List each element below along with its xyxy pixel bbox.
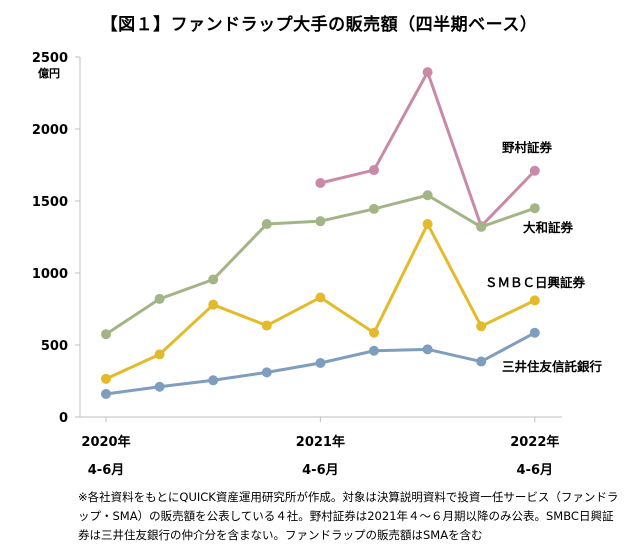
data-point — [101, 373, 111, 384]
x-tick-label-quarter: 4-6月 — [517, 463, 554, 478]
data-point — [369, 345, 379, 356]
y-tick-label: 500 — [41, 339, 68, 354]
y-tick-label: 0 — [59, 411, 68, 426]
data-point — [208, 375, 219, 386]
data-point — [369, 165, 379, 176]
data-point — [315, 178, 326, 188]
data-point — [529, 295, 540, 306]
data-point — [476, 221, 487, 232]
data-point — [261, 367, 272, 378]
series-line-1 — [105, 193, 536, 336]
x-tick-label-quarter: 4-6月 — [302, 463, 339, 478]
x-axis-labels: 2020年 4-6月 2021年 4-6月 2022年 4-6月 — [81, 434, 559, 478]
data-point — [422, 67, 433, 78]
x-tick-label-year: 2020年 — [81, 434, 130, 450]
y-tick-label: 1000 — [32, 267, 68, 282]
x-tick-label-quarter: 4-6月 — [88, 463, 125, 478]
series-label: 大和証券 — [523, 220, 574, 235]
series-lines — [105, 70, 536, 396]
data-point — [154, 349, 165, 360]
series-label: 野村証券 — [502, 140, 553, 155]
data-point — [208, 299, 219, 310]
x-tick-label-year: 2022年 — [510, 434, 559, 450]
data-point — [261, 320, 272, 331]
line-chart: 0 500 1000 1500 2000 2500 億円 2020年 4-6月 2021年 4-… — [32, 51, 603, 478]
data-point — [315, 358, 326, 368]
y-tick-label: 1500 — [32, 195, 68, 210]
data-point — [369, 327, 379, 338]
series-label: ＳＭＢＣ日興証券 — [485, 275, 586, 290]
y-tick-label: 2000 — [32, 123, 68, 138]
data-point — [422, 344, 433, 355]
x-tick-label-year: 2021年 — [296, 434, 345, 450]
data-point — [529, 327, 540, 338]
data-point — [101, 329, 111, 340]
chart-title: 【図１】ファンドラップ大手の販売額（四半期ベース） — [100, 15, 538, 35]
data-point — [476, 321, 487, 332]
data-point — [101, 388, 111, 399]
data-point — [529, 165, 540, 176]
y-tick-label: 2500 — [32, 51, 68, 66]
data-point — [369, 203, 379, 214]
series-points — [101, 67, 540, 399]
data-point — [422, 219, 433, 230]
data-point — [315, 292, 326, 303]
data-point — [529, 203, 540, 214]
series-label: 三井住友信託銀行 — [502, 359, 603, 374]
data-point — [476, 356, 487, 367]
axes — [75, 56, 562, 422]
data-point — [422, 190, 433, 201]
data-point — [154, 293, 165, 304]
y-axis-unit-label: 億円 — [38, 66, 60, 80]
data-point — [208, 274, 219, 285]
data-point — [154, 381, 165, 392]
data-point — [261, 219, 272, 230]
footnote: ※各社資料をもとにQUICK資産運用研究所が作成。対象は決算説明資料で投資一任サ… — [78, 490, 619, 542]
data-point — [315, 216, 326, 227]
y-axis-labels: 0 500 1000 1500 2000 2500 — [32, 51, 68, 426]
